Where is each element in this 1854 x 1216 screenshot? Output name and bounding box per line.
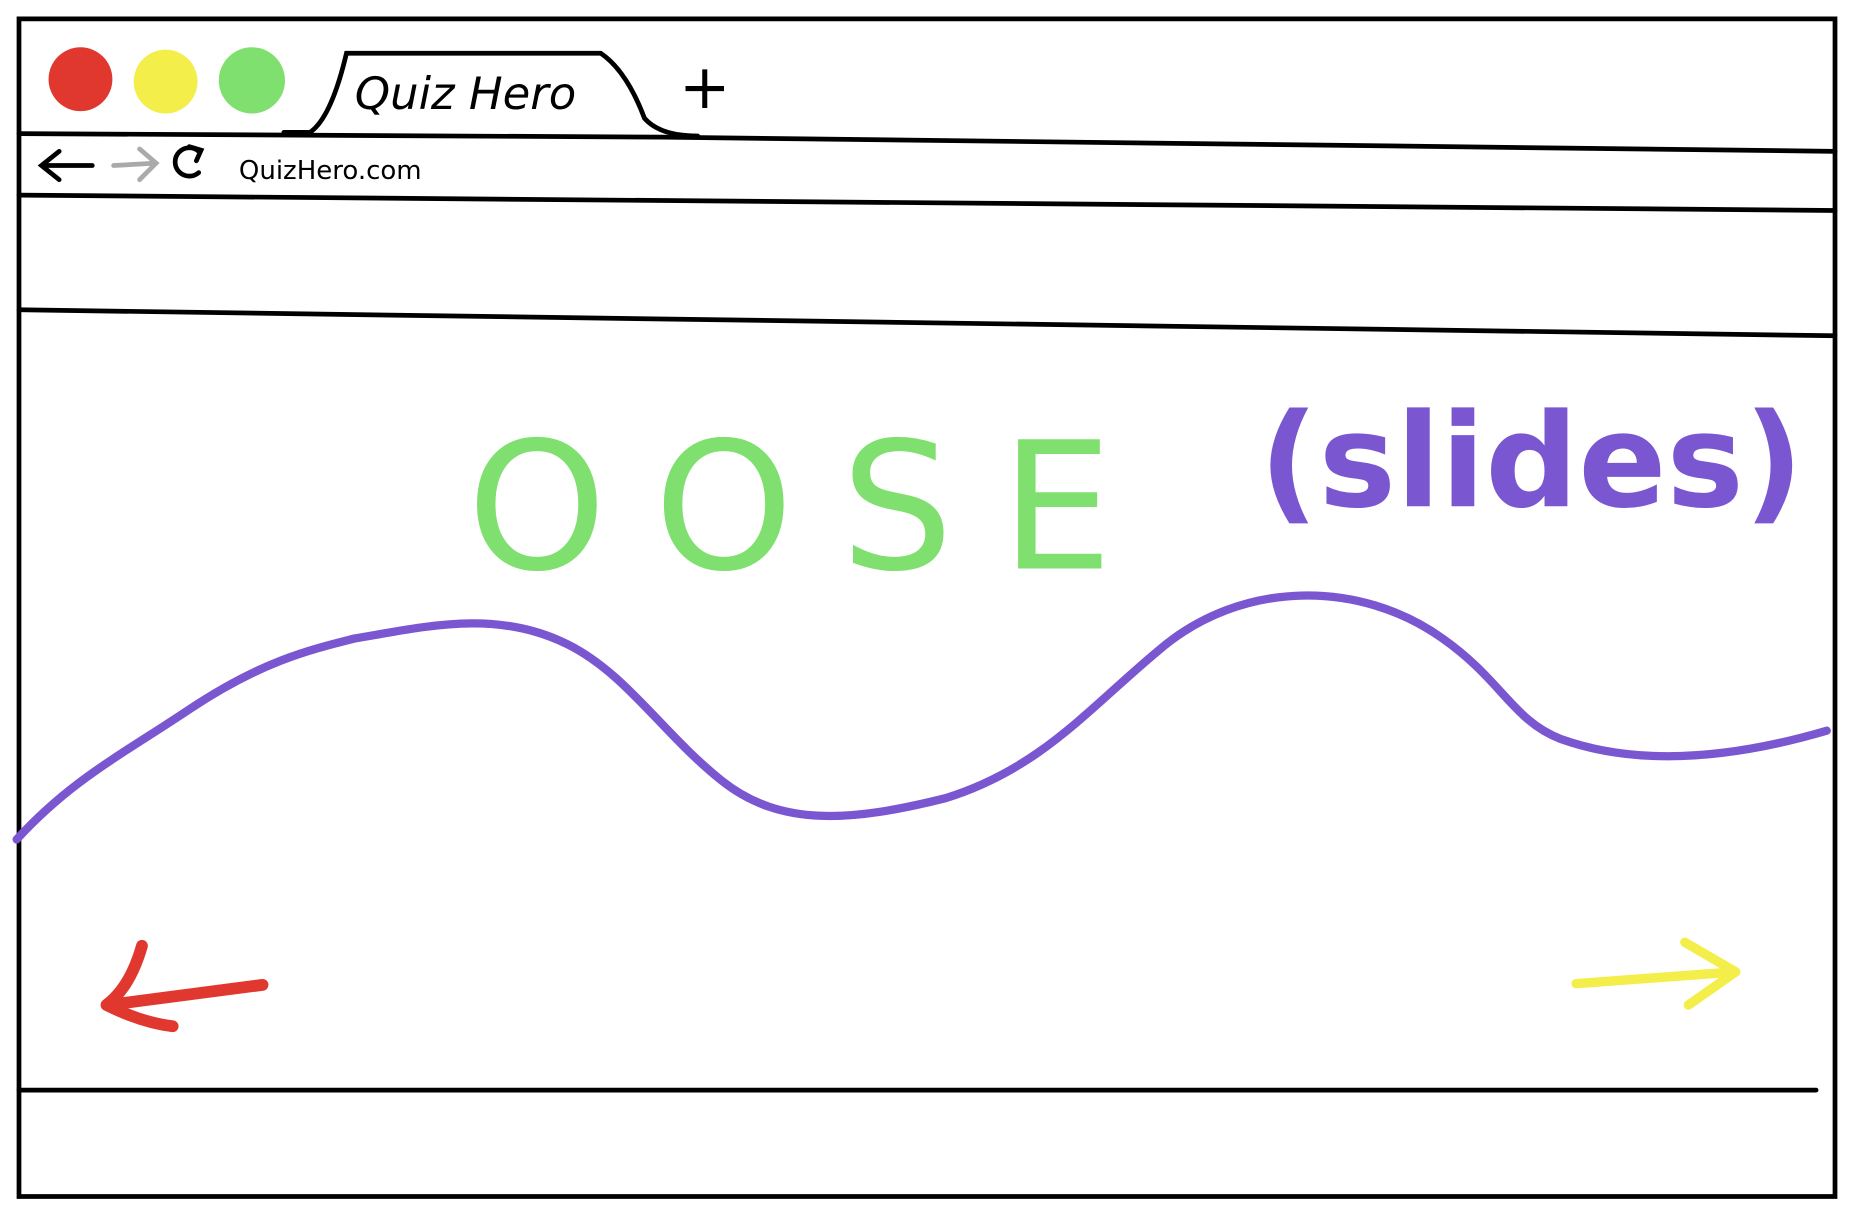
tab-title[interactable]: Quiz Hero (355, 67, 576, 120)
maximize-button[interactable] (218, 47, 286, 114)
close-button[interactable] (48, 47, 113, 112)
minimize-button[interactable] (133, 49, 198, 114)
reload-button[interactable] (172, 144, 205, 179)
address-url[interactable]: QuizHero.com (239, 156, 422, 186)
header-divider (16, 307, 1838, 339)
address-bar-divider (16, 192, 1838, 213)
wave-decoration (12, 591, 1831, 844)
forward-button[interactable] (111, 146, 160, 183)
previous-slide-arrow[interactable] (100, 939, 269, 1033)
next-slide-arrow[interactable] (1571, 937, 1741, 1010)
content-title: OOSE (467, 404, 1160, 611)
back-button[interactable] (37, 148, 95, 183)
tab-bar-divider (16, 131, 1838, 154)
content-subtitle: (slides) (1259, 385, 1803, 537)
new-tab-button[interactable]: + (679, 52, 731, 123)
tab-outline (281, 50, 700, 139)
window-frame (16, 16, 1838, 1199)
